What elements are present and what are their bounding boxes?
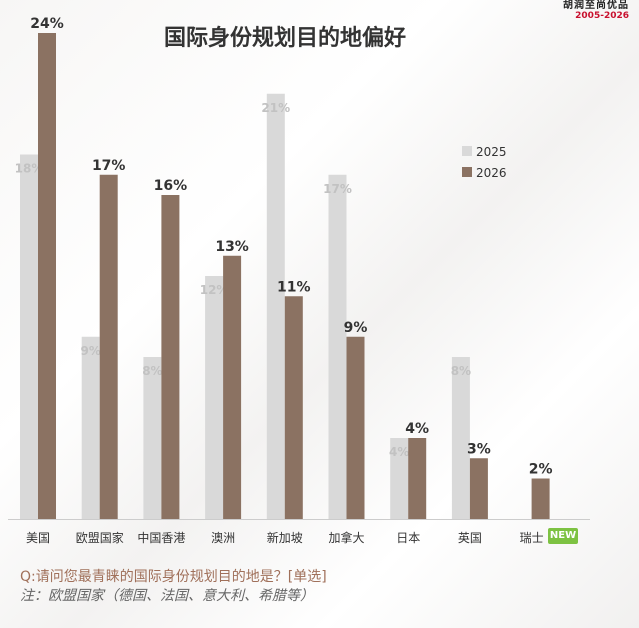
bar-2025-5 bbox=[328, 174, 347, 519]
data-label-2025-2: 8% bbox=[142, 364, 162, 378]
data-label-2025-5: 17% bbox=[323, 182, 352, 196]
legend-swatch-2026 bbox=[462, 167, 472, 177]
legend-label-2026: 2026 bbox=[476, 166, 507, 180]
survey-question: Q:请问您最青睐的国际身份规划目的地是？[单选] bbox=[20, 569, 327, 585]
data-label-2025-0: 18% bbox=[15, 162, 44, 176]
bar-chart: 18% 24% 美国 9% 17% 欧盟国家 8% 16% 中国香港 12% 13% 澳洲 21% 11%… bbox=[8, 16, 590, 545]
bar-2025-1 bbox=[81, 336, 100, 519]
category-label-4: 新加坡 bbox=[267, 530, 303, 545]
bar-2026-0 bbox=[38, 33, 56, 519]
bar-2026-8 bbox=[531, 478, 550, 519]
chart-title: 国际身份规划目的地偏好 bbox=[163, 26, 406, 51]
data-label-2026-5: 9% bbox=[344, 320, 368, 336]
category-label-1: 欧盟国家 bbox=[76, 530, 124, 545]
bar-2026-6 bbox=[408, 438, 427, 519]
bar-2025-6 bbox=[390, 438, 409, 519]
category-label-5: 加拿大 bbox=[328, 530, 364, 545]
footnote: 注：欧盟国家（德国、法国、意大利、希腊等） bbox=[20, 588, 314, 604]
data-label-2025-6: 4% bbox=[389, 445, 409, 459]
data-label-2026-0: 24% bbox=[30, 16, 64, 32]
bar-2026-3 bbox=[223, 255, 242, 519]
bar-2025-0 bbox=[20, 154, 38, 519]
data-label-2026-2: 16% bbox=[154, 178, 188, 194]
data-label-2025-4: 21% bbox=[261, 101, 290, 115]
data-label-2026-4: 11% bbox=[277, 279, 311, 295]
category-label-6: 日本 bbox=[396, 531, 420, 545]
category-label-3: 澳洲 bbox=[211, 531, 235, 545]
data-label-2025-3: 12% bbox=[200, 283, 229, 297]
data-label-2026-7: 3% bbox=[467, 441, 491, 457]
bar-2026-2 bbox=[161, 195, 180, 519]
bar-2026-1 bbox=[99, 174, 118, 519]
category-label-7: 英国 bbox=[458, 531, 482, 545]
bar-2026-7 bbox=[469, 458, 488, 519]
bar-2025-4 bbox=[266, 93, 285, 519]
data-label-2026-8: 2% bbox=[529, 462, 553, 478]
bar-2025-7 bbox=[451, 357, 470, 519]
data-label-2026-3: 13% bbox=[215, 239, 249, 255]
legend-swatch-2025 bbox=[462, 146, 472, 156]
data-label-2026-1: 17% bbox=[92, 158, 126, 174]
brand-logo: 胡润至尚优品 2005-2026 bbox=[563, 0, 629, 22]
category-label-8: 瑞士 bbox=[520, 531, 544, 545]
legend-label-2025: 2025 bbox=[476, 145, 507, 159]
bar-2026-4 bbox=[284, 296, 303, 519]
bar-2025-2 bbox=[143, 357, 162, 519]
category-label-2: 中国香港 bbox=[137, 530, 185, 545]
brand-name: 胡润至尚优品 bbox=[563, 0, 629, 11]
data-label-2026-6: 4% bbox=[405, 421, 429, 437]
new-badge: NEW bbox=[548, 528, 578, 544]
category-label-0: 美国 bbox=[26, 531, 50, 545]
bar-2025-3 bbox=[205, 276, 224, 519]
data-label-2025-1: 9% bbox=[81, 344, 101, 358]
bar-2026-5 bbox=[346, 336, 365, 519]
data-label-2025-7: 8% bbox=[451, 364, 471, 378]
brand-years: 2005-2026 bbox=[575, 11, 629, 21]
